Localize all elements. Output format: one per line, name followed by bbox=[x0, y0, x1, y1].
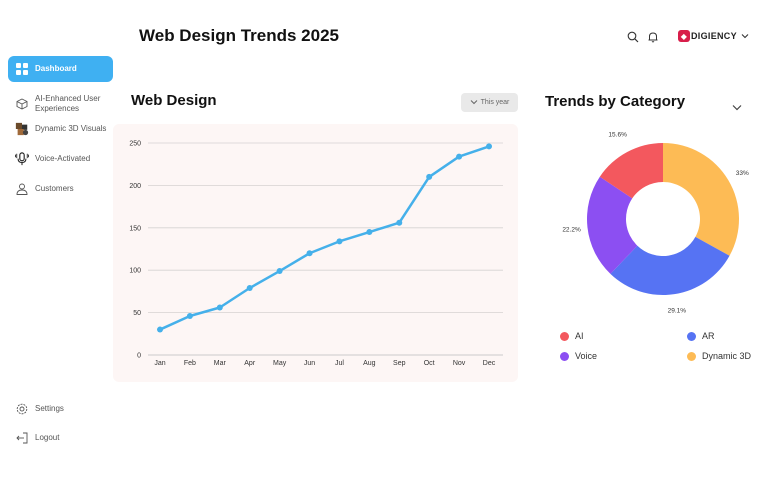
x-tick-label: Jan bbox=[154, 360, 165, 367]
series-line bbox=[159, 145, 490, 331]
3d-visual-icon bbox=[15, 122, 29, 136]
donut-chart: 33% 29.1% 22.2% 15.6% bbox=[562, 131, 749, 314]
header-actions bbox=[627, 30, 659, 48]
data-point bbox=[157, 326, 163, 333]
data-point bbox=[486, 143, 492, 150]
sidebar-item-label: Voice-Activated bbox=[35, 154, 91, 163]
data-point bbox=[426, 173, 433, 180]
y-tick-label: 150 bbox=[129, 225, 141, 232]
cube-icon bbox=[15, 97, 29, 111]
slice-value-label: 22.2% bbox=[562, 226, 581, 233]
donut-slice bbox=[587, 176, 638, 274]
slice-value-label: 33% bbox=[736, 170, 749, 177]
y-tick-label: 50 bbox=[133, 310, 141, 317]
data-point bbox=[366, 229, 373, 236]
brand-logo[interactable]: ◆ DIGIENCY bbox=[678, 30, 749, 42]
sidebar-item-dynamic-3d[interactable]: Dynamic 3D Visuals bbox=[8, 116, 113, 142]
line-chart: 0 50 100 150 200 250 Jan Feb Mar Apr May Jun Jul Aug S… bbox=[129, 141, 503, 367]
legend-swatch bbox=[687, 351, 696, 361]
sidebar-item-label: Logout bbox=[35, 433, 60, 442]
bell-icon[interactable] bbox=[647, 30, 659, 48]
logout-icon bbox=[15, 431, 29, 445]
data-point bbox=[246, 285, 253, 292]
x-tick-label: Apr bbox=[244, 360, 256, 367]
legend-swatch bbox=[560, 331, 569, 341]
y-tick-label: 100 bbox=[129, 268, 141, 275]
x-tick-label: Sep bbox=[393, 360, 406, 367]
x-tick-label: Aug bbox=[363, 360, 376, 367]
data-point bbox=[456, 153, 463, 160]
legend-swatch bbox=[687, 331, 696, 341]
data-point bbox=[276, 268, 283, 275]
legend-label: AI bbox=[575, 331, 584, 341]
legend-item-dynamic-3d: Dynamic 3D bbox=[687, 351, 751, 361]
chevron-down-icon[interactable] bbox=[732, 98, 742, 116]
sidebar-item-label: Dynamic 3D Visuals bbox=[35, 124, 107, 133]
y-tick-label: 250 bbox=[129, 141, 141, 148]
sidebar-item-label: Dashboard bbox=[35, 64, 77, 73]
period-dropdown[interactable]: This year bbox=[461, 93, 518, 112]
legend-item-ar: AR bbox=[687, 331, 715, 341]
data-point bbox=[306, 250, 313, 257]
legend-label: Dynamic 3D bbox=[702, 351, 752, 361]
y-tick-label: 200 bbox=[129, 183, 141, 190]
x-tick-label: Jul bbox=[335, 360, 344, 367]
donut-slice bbox=[663, 143, 739, 256]
donut-slice bbox=[610, 236, 730, 295]
sidebar-item-ai-enhanced[interactable]: AI-Enhanced User Experiences bbox=[8, 90, 113, 118]
sidebar-item-logout[interactable]: Logout bbox=[8, 425, 113, 451]
search-icon[interactable] bbox=[627, 30, 639, 48]
page-title: Web Design Trends 2025 bbox=[139, 26, 339, 45]
x-tick-label: Feb bbox=[184, 360, 196, 367]
category-title: Trends by Category bbox=[545, 93, 686, 110]
data-point bbox=[216, 304, 223, 311]
user-icon bbox=[15, 182, 29, 196]
sidebar-item-customers[interactable]: Customers bbox=[8, 176, 113, 202]
microphone-icon bbox=[15, 152, 29, 166]
legend-label: Voice bbox=[575, 351, 598, 361]
x-tick-label: May bbox=[273, 360, 287, 367]
period-label: This year bbox=[480, 99, 510, 106]
sidebar-item-label: AI-Enhanced User Experiences bbox=[35, 94, 101, 113]
x-tick-label: Jun bbox=[304, 360, 315, 367]
sidebar: Dashboard AI-Enhanced User Experiences D… bbox=[0, 0, 120, 500]
x-tick-label: Oct bbox=[424, 360, 435, 367]
x-tick-label: Mar bbox=[214, 360, 227, 367]
legend-item-voice: Voice bbox=[560, 351, 597, 361]
chevron-down-icon bbox=[741, 31, 749, 41]
x-tick-label: Dec bbox=[483, 360, 496, 367]
data-point bbox=[186, 312, 193, 319]
slice-value-label: 29.1% bbox=[668, 307, 687, 314]
sidebar-item-settings[interactable]: Settings bbox=[8, 396, 113, 422]
sidebar-item-label: Customers bbox=[35, 184, 74, 193]
sidebar-item-voice[interactable]: Voice-Activated bbox=[8, 146, 113, 172]
chevron-down-icon bbox=[470, 99, 478, 107]
brand-name: DIGIENCY bbox=[691, 31, 737, 41]
legend-label: AR bbox=[702, 331, 715, 341]
sidebar-item-label: Settings bbox=[35, 404, 64, 413]
data-point bbox=[396, 219, 403, 226]
slice-value-label: 15.6% bbox=[608, 131, 627, 138]
x-tick-label: Nov bbox=[453, 360, 466, 367]
legend-swatch bbox=[560, 351, 569, 361]
gear-icon bbox=[15, 402, 29, 416]
y-tick-label: 0 bbox=[137, 353, 141, 360]
chart-title: Web Design bbox=[131, 92, 217, 109]
legend-item-ai: AI bbox=[560, 331, 584, 341]
line-chart-card: 0 50 100 150 200 250 Jan Feb Mar Apr May Jun Jul Aug S… bbox=[113, 124, 518, 382]
brand-logo-mark: ◆ bbox=[678, 30, 690, 42]
data-point bbox=[336, 238, 343, 245]
grid-icon bbox=[15, 62, 29, 76]
donut-slice bbox=[599, 143, 663, 199]
sidebar-item-dashboard[interactable]: Dashboard bbox=[8, 56, 113, 82]
